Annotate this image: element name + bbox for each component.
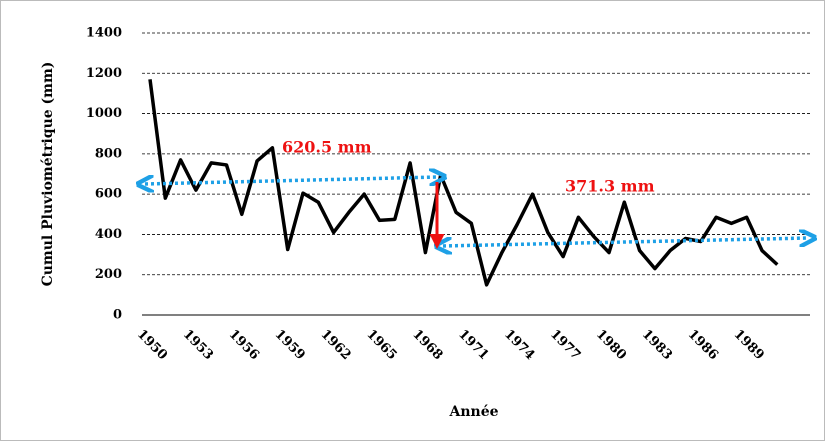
mean-arrow bbox=[145, 177, 438, 184]
y-tick-label: 1400 bbox=[86, 26, 122, 41]
x-axis-label: Année bbox=[448, 404, 498, 420]
y-axis-label: Cumul Pluviométrique (mm) bbox=[40, 62, 56, 287]
annotation: 371.3 mm bbox=[565, 177, 655, 196]
y-tick-label: 1200 bbox=[86, 66, 122, 81]
y-tick-label: 400 bbox=[95, 227, 122, 242]
y-tick-label: 1000 bbox=[86, 106, 122, 121]
y-tick-label: 800 bbox=[95, 146, 122, 161]
annotation: 620.5 mm bbox=[282, 138, 372, 157]
y-tick-label: 200 bbox=[95, 267, 122, 282]
y-tick-label: 0 bbox=[113, 308, 122, 323]
y-tick-label: 600 bbox=[95, 187, 122, 202]
mean-arrow bbox=[443, 238, 808, 246]
